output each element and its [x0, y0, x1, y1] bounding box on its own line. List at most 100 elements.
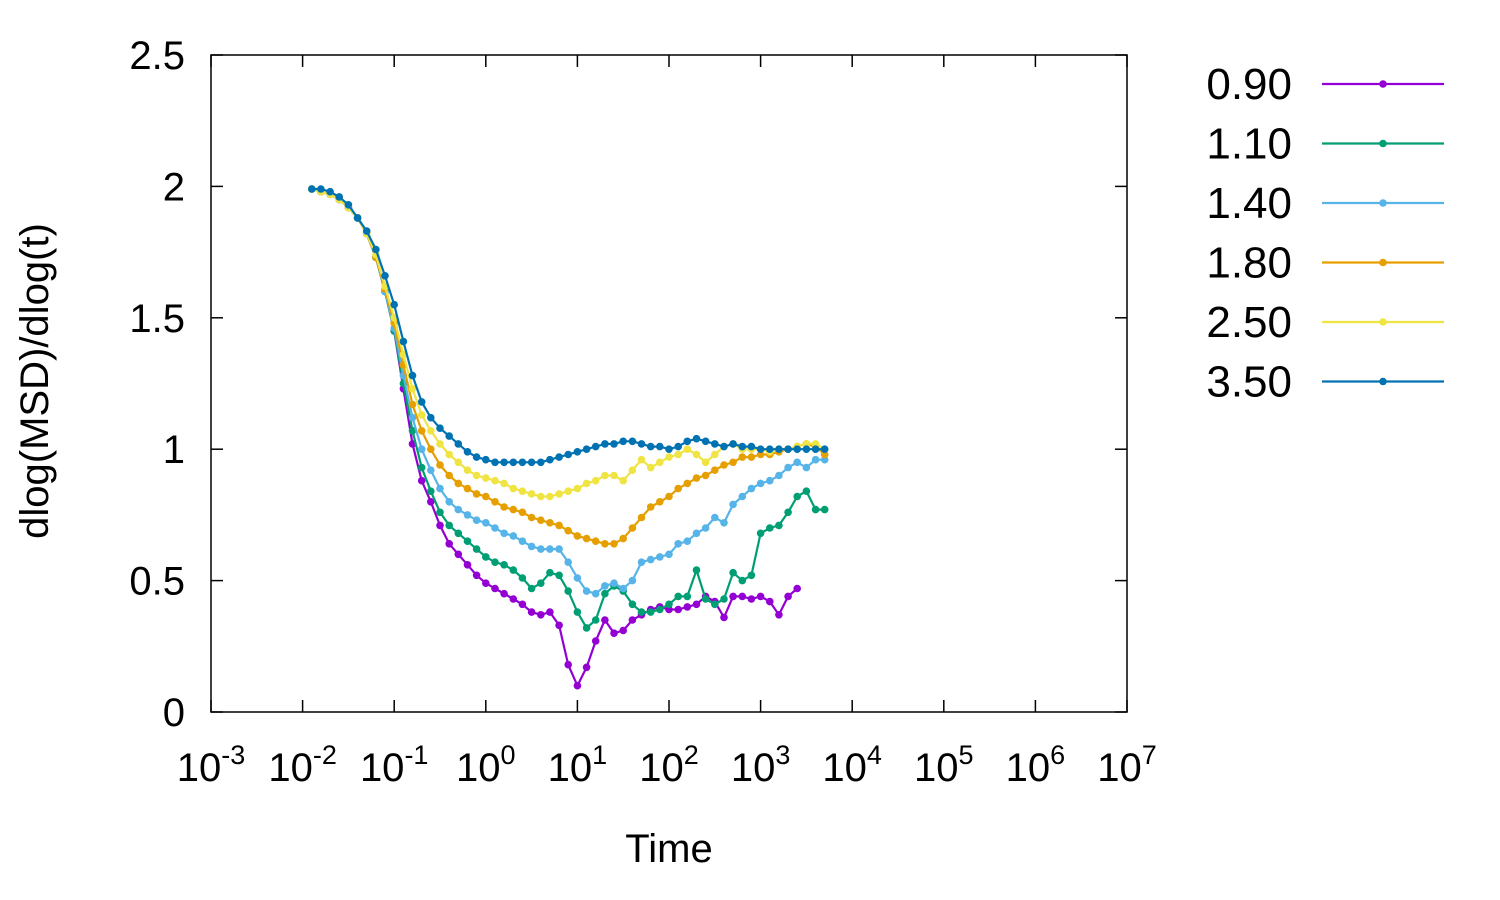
- data-point: [738, 442, 747, 451]
- data-point: [820, 445, 829, 454]
- data-point: [729, 568, 737, 577]
- data-point: [555, 453, 563, 461]
- data-point: [546, 568, 554, 577]
- x-tick-label: 101: [548, 740, 608, 790]
- data-point: [766, 524, 774, 532]
- data-point: [344, 201, 353, 209]
- data-point: [683, 603, 692, 611]
- data-point: [454, 458, 463, 467]
- y-axis-label: dlog(MSD)/dlog(t): [13, 223, 57, 539]
- data-point: [766, 597, 774, 606]
- data-point: [756, 592, 765, 601]
- data-point: [509, 484, 518, 493]
- data-point: [775, 611, 783, 619]
- data-point: [317, 185, 325, 193]
- data-point: [500, 503, 508, 511]
- data-point: [628, 466, 637, 475]
- data-point: [692, 529, 701, 538]
- data-point: [417, 445, 426, 454]
- data-point: [619, 476, 627, 485]
- data-point: [518, 574, 527, 582]
- data-point: [628, 524, 637, 532]
- data-point: [582, 479, 591, 488]
- data-point: [445, 540, 454, 548]
- data-point: [472, 490, 481, 498]
- legend-swatch-point: [1379, 199, 1387, 207]
- data-point: [802, 440, 811, 448]
- x-axis-label: Time: [625, 827, 712, 871]
- data-point: [463, 537, 472, 545]
- x-axis-ticks: 10-3 10-2 10-1 100 101 102 103 104 105 106 107: [177, 55, 1157, 790]
- data-point: [509, 458, 518, 467]
- data-point: [701, 458, 710, 467]
- data-point: [802, 463, 811, 472]
- data-point: [482, 492, 490, 501]
- data-point: [784, 508, 792, 517]
- data-point: [656, 442, 664, 451]
- data-point: [619, 626, 627, 635]
- y-axis-ticks: 0 0.5 1 1.5 2 2.5: [129, 34, 1127, 735]
- data-point: [436, 521, 444, 530]
- data-point: [692, 474, 701, 482]
- data-point: [784, 463, 792, 472]
- data-point: [381, 272, 389, 280]
- data-point: [674, 540, 682, 548]
- data-point: [729, 458, 737, 467]
- data-point: [445, 471, 454, 480]
- x-tick-label: 10-2: [268, 740, 337, 790]
- x-tick-label: 103: [731, 740, 791, 790]
- data-point: [427, 427, 435, 435]
- data-point: [729, 500, 737, 509]
- data-point: [427, 413, 435, 422]
- data-point: [527, 458, 536, 467]
- data-point: [509, 505, 518, 514]
- data-point: [674, 592, 682, 601]
- data-point: [527, 513, 536, 522]
- data-point: [408, 400, 417, 409]
- data-point: [692, 600, 701, 609]
- data-point: [720, 595, 728, 603]
- data-point: [518, 600, 527, 609]
- data-point: [665, 453, 673, 461]
- data-point: [527, 584, 536, 593]
- data-point: [729, 592, 737, 601]
- x-tick-label: 104: [822, 740, 882, 790]
- y-tick-label: 0: [163, 691, 185, 735]
- x-tick-label: 105: [914, 740, 974, 790]
- legend-swatch-point: [1379, 80, 1387, 88]
- data-point: [802, 445, 811, 454]
- data-point: [720, 461, 728, 469]
- legend-label: 1.40: [1206, 179, 1292, 228]
- data-point: [775, 445, 783, 454]
- data-point: [738, 592, 747, 601]
- data-point: [408, 385, 417, 393]
- data-point: [601, 540, 609, 548]
- data-point: [747, 484, 756, 493]
- data-point: [720, 613, 728, 622]
- data-point: [537, 579, 545, 587]
- data-point: [674, 605, 682, 614]
- x-tick-label: 106: [1006, 740, 1066, 790]
- legend-swatch-point: [1379, 139, 1387, 148]
- data-point: [472, 453, 481, 461]
- data-point: [491, 524, 499, 532]
- data-point: [665, 605, 673, 614]
- data-point: [564, 487, 572, 496]
- data-point: [756, 479, 765, 488]
- data-point: [711, 440, 719, 448]
- data-point: [692, 434, 701, 443]
- legend-label: 2.50: [1206, 298, 1292, 347]
- legend-label: 0.90: [1206, 60, 1292, 109]
- data-point: [601, 440, 609, 448]
- data-point: [427, 445, 435, 454]
- data-point: [683, 445, 692, 454]
- data-point: [491, 498, 499, 506]
- data-point: [711, 466, 719, 475]
- data-point: [591, 637, 600, 645]
- data-point: [619, 437, 627, 446]
- data-point: [518, 458, 527, 467]
- data-point: [537, 458, 545, 467]
- legend: 0.90 1.10 1.40 1.80 2.50 3.50: [1206, 60, 1444, 407]
- data-point: [518, 508, 527, 517]
